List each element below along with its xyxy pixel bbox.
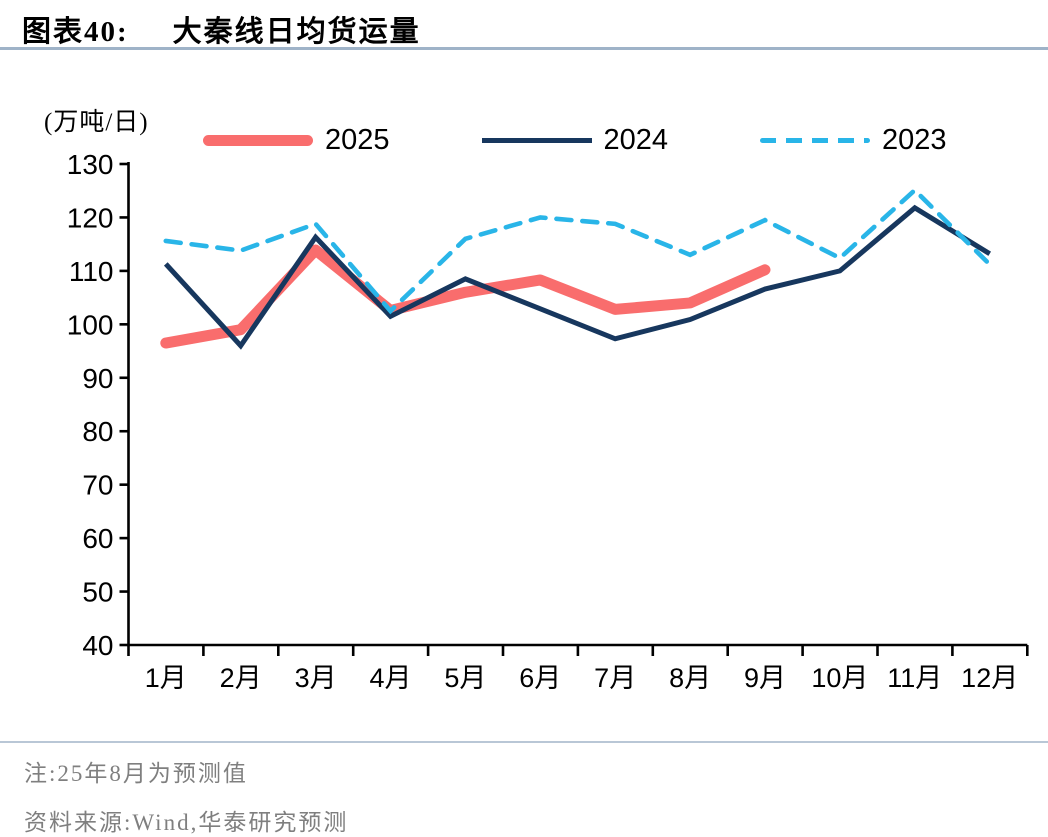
footnote: 注:25年8月为预测值: [24, 761, 248, 786]
legend-item-2025: 2025: [203, 124, 390, 157]
y-axis-tick-label: 110: [69, 256, 114, 287]
title-divider-rule: [0, 47, 1048, 50]
y-axis-tick-label: 90: [82, 363, 113, 394]
series-2025-swatch: [203, 135, 313, 146]
data-source: 资料来源:Wind,华泰研究预测: [24, 810, 349, 835]
x-axis-tick-label: 9月: [744, 663, 786, 693]
y-axis-unit-label: (万吨/日): [44, 109, 149, 136]
x-axis-tick-label: 6月: [519, 663, 561, 693]
x-axis-tick-label: 7月: [594, 663, 636, 693]
y-axis-tick-label: 50: [82, 577, 113, 608]
x-axis-tick-label: 1月: [145, 663, 187, 693]
x-axis-tick-label: 12月: [961, 663, 1018, 693]
x-axis-tick-label: 5月: [444, 663, 486, 693]
y-axis-tick-label: 70: [82, 470, 113, 501]
chart-header: 图表40: 大秦线日均货运量: [22, 8, 421, 50]
x-axis-tick-label: 2月: [220, 663, 262, 693]
y-axis-tick-label: 60: [82, 523, 113, 554]
x-axis-tick-label: 8月: [669, 663, 711, 693]
figure-number-label: 图表40:: [22, 16, 129, 48]
x-axis-tick-label: 3月: [295, 663, 337, 693]
axis-lines: [127, 162, 1028, 647]
legend-label-2025: 2025: [325, 124, 390, 156]
y-axis-tick-label: 80: [82, 416, 113, 447]
y-axis-tick-label: 100: [67, 309, 114, 340]
series-2024-swatch: [481, 138, 592, 143]
chart-title: 大秦线日均货运量: [172, 16, 421, 48]
y-axis-tick-label: 120: [67, 202, 114, 233]
chart-legend: 2025 2024 2023: [203, 124, 947, 157]
legend-item-2023: 2023: [760, 124, 947, 157]
series-2023-line: [163, 187, 993, 315]
x-axis-tick-label: 11月: [887, 663, 942, 693]
x-axis-tick-label: 4月: [369, 663, 411, 693]
legend-label-2023: 2023: [882, 124, 947, 156]
y-axis-tick-label: 40: [82, 630, 113, 661]
series-2024-line: [163, 204, 992, 350]
legend-item-2024: 2024: [481, 124, 669, 157]
legend-label-2024: 2024: [603, 124, 669, 156]
series-2023-swatch: [760, 138, 871, 143]
series-2025-line: [160, 244, 771, 349]
y-axis-tick-label: 130: [67, 149, 114, 180]
x-axis-tick-label: 10月: [811, 663, 868, 693]
chart-footer: 注:25年8月为预测值 资料来源:Wind,华泰研究预测: [0, 741, 1048, 837]
